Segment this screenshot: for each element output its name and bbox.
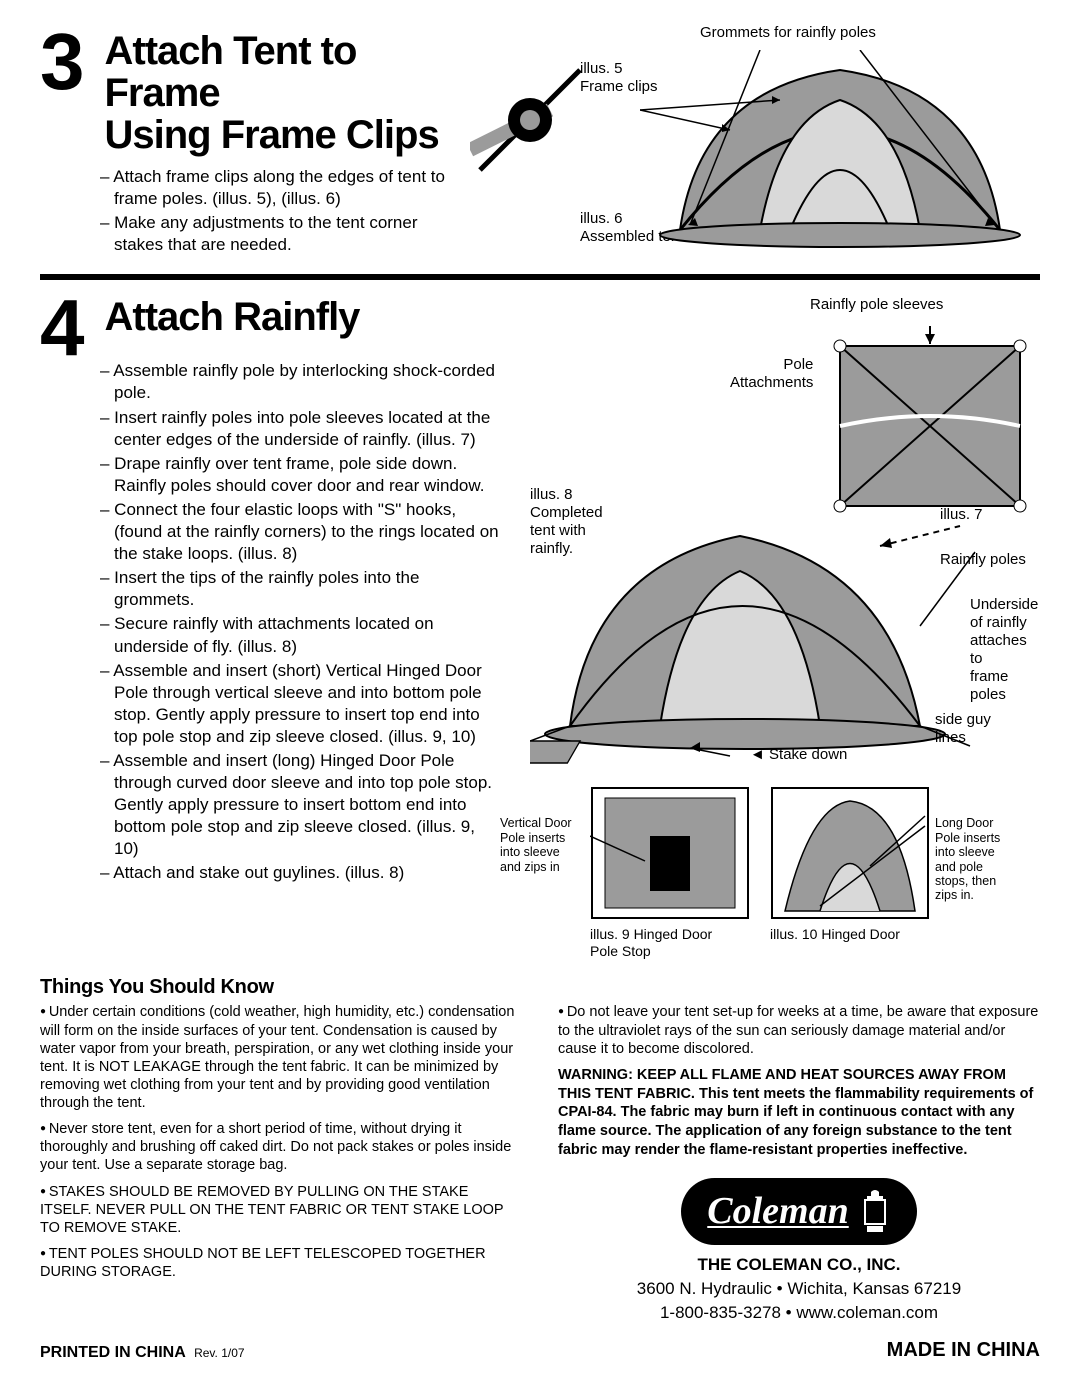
- step-4-body: – Assemble rainfly pole by interlocking …: [100, 360, 500, 884]
- illus-5-svg: [470, 60, 600, 180]
- step-3-illustration: Grommets for rainfly poles illus. 5 Fram…: [480, 30, 1040, 250]
- step-4-title: Attach Rainfly: [105, 296, 501, 338]
- label-vertical-door: Vertical Door Pole inserts into sleeve a…: [500, 816, 590, 874]
- company-phone: 1-800-835-3278 • www.coleman.com: [558, 1301, 1040, 1325]
- things-p4: TENT POLES SHOULD NOT BE LEFT TELESCOPED…: [40, 1245, 522, 1281]
- things-p2: Never store tent, even for a short perio…: [40, 1120, 522, 1174]
- label-sideguy: side guy lines: [935, 711, 991, 747]
- things-col-right: Do not leave your tent set-up for weeks …: [558, 1003, 1040, 1324]
- company-block: Coleman THE COLEMAN CO., INC. 3600 N. Hy…: [558, 1168, 1040, 1325]
- label-illus9: illus. 9 Hinged Door Pole Stop: [590, 926, 712, 960]
- step-3-number: 3: [40, 30, 85, 94]
- step-4-illustration: Rainfly pole sleeves Pole Attachments il…: [520, 296, 1040, 976]
- things-body: Under certain conditions (cold weather, …: [40, 1003, 1040, 1324]
- label-long-door: Long Door Pole inserts into sleeve and p…: [935, 816, 1025, 902]
- illus-10-svg: [770, 786, 930, 936]
- step-4-row: 4 Attach Rainfly – Assemble rainfly pole…: [40, 296, 1040, 976]
- label-grommets: Grommets for rainfly poles: [700, 24, 876, 42]
- label-rainfly-sleeves: Rainfly pole sleeves: [810, 296, 943, 314]
- step-3-header: 3 Attach Tent to Frame Using Frame Clips: [40, 30, 460, 166]
- company-info: THE COLEMAN CO., INC. 3600 N. Hydraulic …: [558, 1253, 1040, 1324]
- things-p1: Under certain conditions (cold weather, …: [40, 1003, 522, 1112]
- step-3-row: 3 Attach Tent to Frame Using Frame Clips…: [40, 30, 1040, 258]
- step-3-title: Attach Tent to Frame Using Frame Clips: [105, 30, 461, 156]
- step-3-body: – Attach frame clips along the edges of …: [100, 166, 460, 256]
- things-p5: Do not leave your tent set-up for weeks …: [558, 1003, 1040, 1057]
- label-underside: Underside of rainfly attaches to frame p…: [970, 596, 1040, 704]
- illus-9-svg: [590, 786, 750, 936]
- label-pole-attach: Pole Attachments: [730, 356, 813, 392]
- label-stake-down: ◄ Stake down: [750, 746, 847, 764]
- illus-7-svg: [820, 326, 1040, 536]
- things-heading: Things You Should Know: [40, 976, 1040, 999]
- step-4-header: 4 Attach Rainfly: [40, 296, 500, 360]
- things-col-left: Under certain conditions (cold weather, …: [40, 1003, 522, 1324]
- label-illus10: illus. 10 Hinged Door: [770, 926, 900, 943]
- step-4-number: 4: [40, 296, 85, 360]
- lantern-icon: [859, 1190, 891, 1234]
- illus-6-svg: [640, 50, 1040, 250]
- coleman-logo: Coleman: [681, 1178, 916, 1246]
- illus-8-svg: [530, 516, 990, 766]
- things-p3: STAKES SHOULD BE REMOVED BY PULLING ON T…: [40, 1183, 522, 1237]
- company-name: THE COLEMAN CO., INC.: [558, 1253, 1040, 1277]
- divider-1: [40, 274, 1040, 280]
- company-address: 3600 N. Hydraulic • Wichita, Kansas 6721…: [558, 1277, 1040, 1301]
- footer: PRINTED IN CHINA Rev. 1/07 MADE IN CHINA: [40, 1339, 1040, 1362]
- printed-in: PRINTED IN CHINA Rev. 1/07: [40, 1344, 245, 1362]
- made-in: MADE IN CHINA: [887, 1339, 1040, 1362]
- things-warning: WARNING: KEEP ALL FLAME AND HEAT SOURCES…: [558, 1066, 1040, 1160]
- coleman-logo-text: Coleman: [707, 1188, 848, 1236]
